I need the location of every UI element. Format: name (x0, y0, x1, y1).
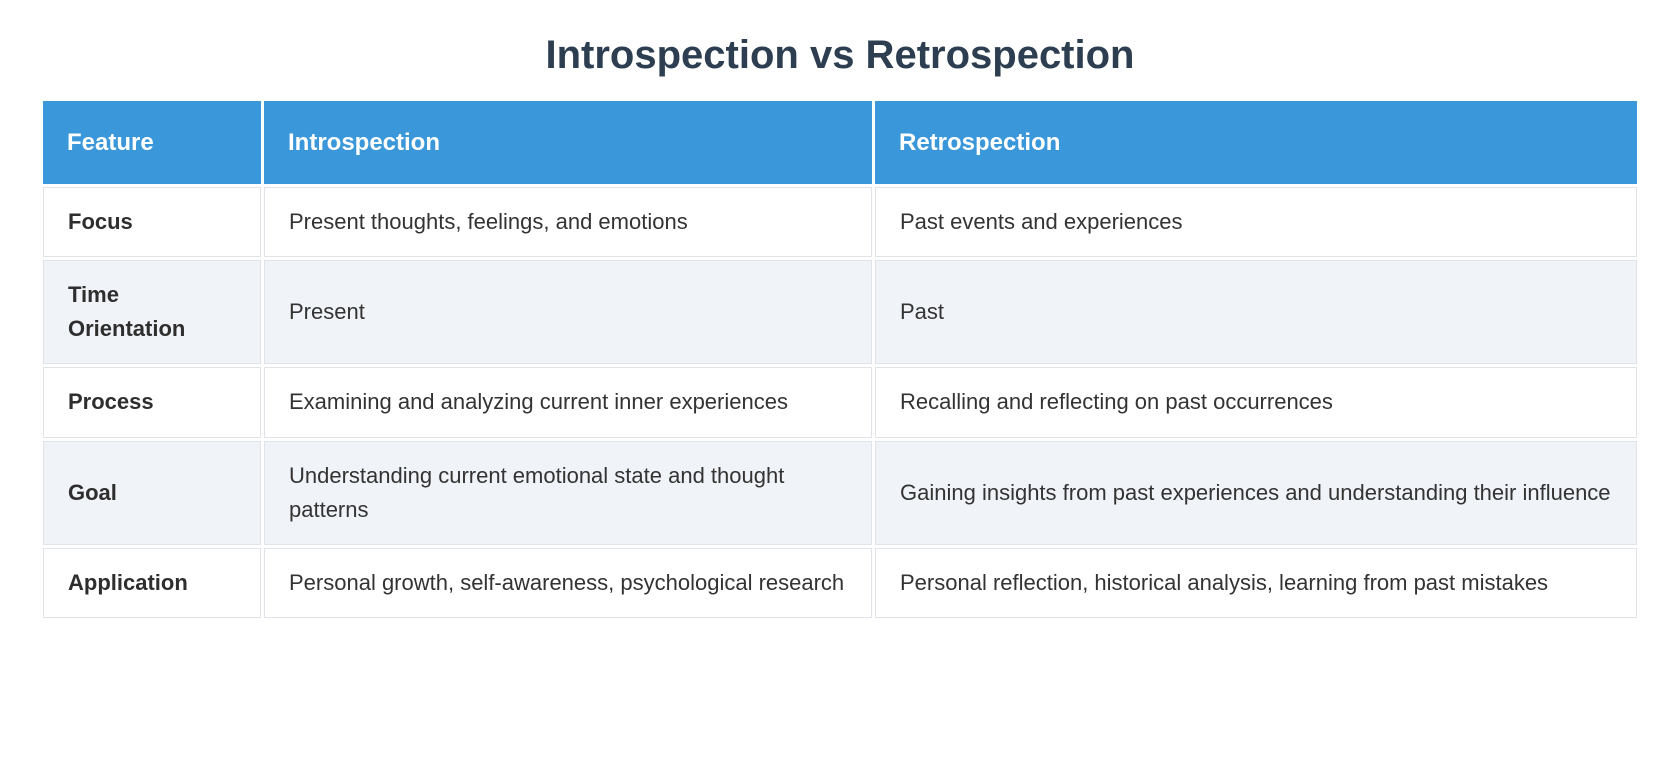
table-header: Feature Introspection Retrospection (43, 101, 1637, 185)
retrospection-cell: Past (875, 260, 1637, 365)
table-row: Goal Understanding current emotional sta… (43, 440, 1637, 545)
table-row: Process Examining and analyzing current … (43, 367, 1637, 438)
column-header-feature: Feature (43, 101, 261, 185)
introspection-cell: Understanding current emotional state an… (264, 440, 872, 545)
table-row: Focus Present thoughts, feelings, and em… (43, 187, 1637, 258)
table-body: Focus Present thoughts, feelings, and em… (43, 187, 1637, 618)
feature-cell: Application (43, 547, 261, 618)
table-row: Application Personal growth, self-awaren… (43, 547, 1637, 618)
header-row: Feature Introspection Retrospection (43, 101, 1637, 185)
feature-cell: Focus (43, 187, 261, 258)
retrospection-cell: Gaining insights from past experiences a… (875, 440, 1637, 545)
column-header-retrospection: Retrospection (875, 101, 1637, 185)
introspection-cell: Present (264, 260, 872, 365)
column-header-introspection: Introspection (264, 101, 872, 185)
retrospection-cell: Recalling and reflecting on past occurre… (875, 367, 1637, 438)
retrospection-cell: Personal reflection, historical analysis… (875, 547, 1637, 618)
feature-cell: Time Orientation (43, 260, 261, 365)
introspection-cell: Personal growth, self-awareness, psychol… (264, 547, 872, 618)
introspection-cell: Examining and analyzing current inner ex… (264, 367, 872, 438)
retrospection-cell: Past events and experiences (875, 187, 1637, 258)
feature-cell: Process (43, 367, 261, 438)
introspection-cell: Present thoughts, feelings, and emotions (264, 187, 872, 258)
page-title: Introspection vs Retrospection (545, 33, 1135, 77)
feature-cell: Goal (43, 440, 261, 545)
table-row: Time Orientation Present Past (43, 260, 1637, 365)
comparison-table: Feature Introspection Retrospection Focu… (40, 98, 1640, 621)
